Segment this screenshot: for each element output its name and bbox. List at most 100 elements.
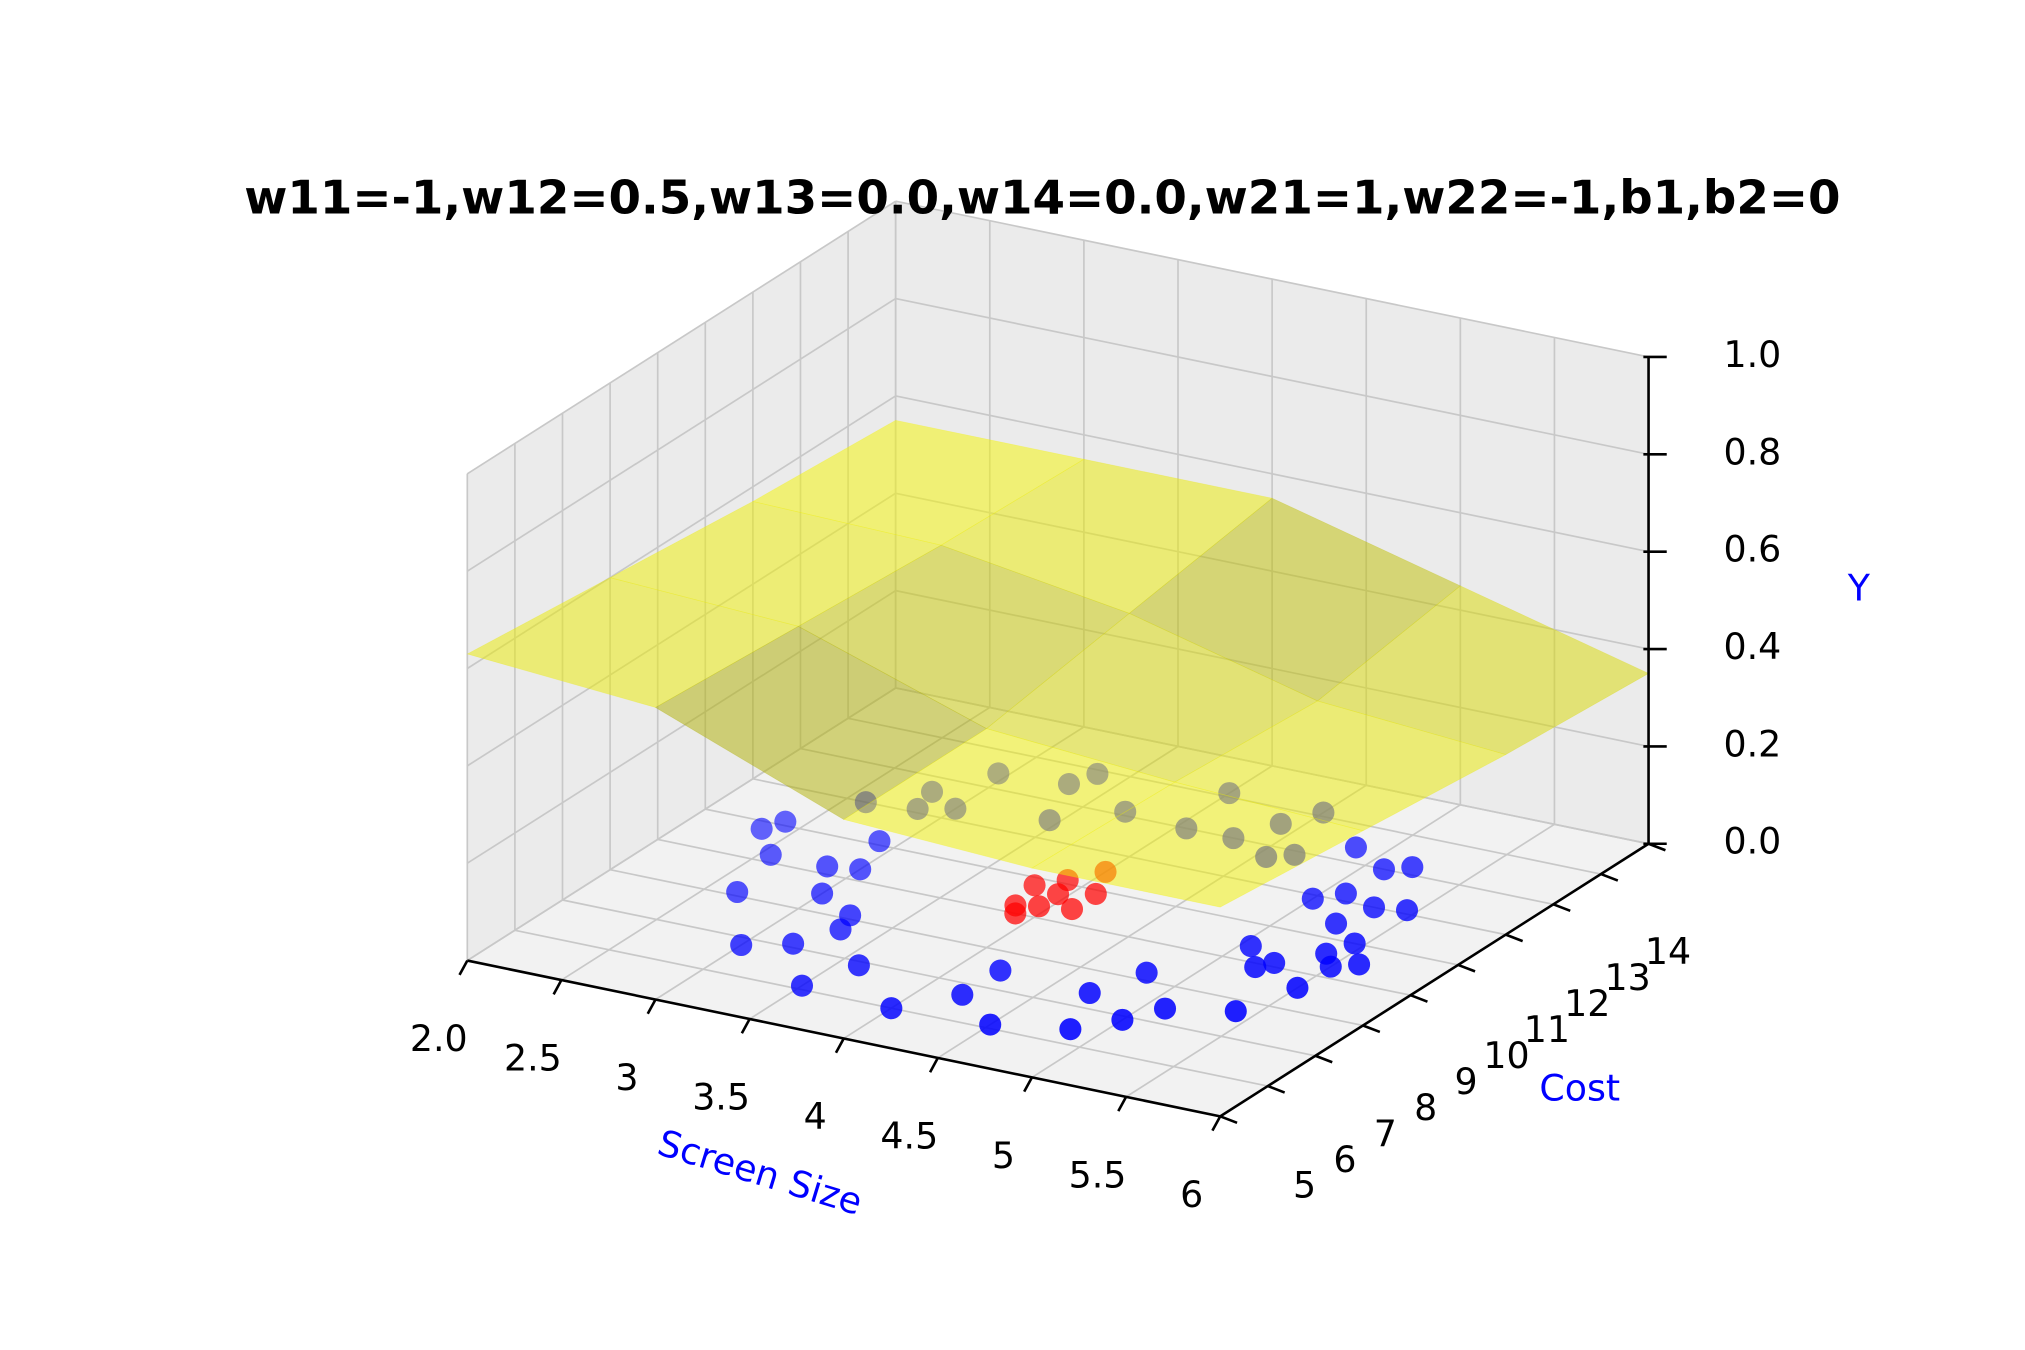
grid-line bbox=[895, 200, 1649, 358]
point bbox=[1263, 951, 1286, 974]
point bbox=[1362, 896, 1386, 919]
y-tick-label: 14 bbox=[1645, 930, 1691, 973]
point bbox=[1401, 856, 1424, 879]
grid-line bbox=[466, 297, 897, 572]
y-tick bbox=[1267, 1084, 1286, 1094]
y-tick-label: 12 bbox=[1564, 982, 1610, 1025]
point bbox=[1023, 874, 1046, 897]
y-tick-label: 8 bbox=[1414, 1086, 1437, 1129]
point bbox=[730, 933, 753, 957]
point bbox=[1224, 1000, 1247, 1023]
grid-line bbox=[466, 200, 897, 475]
y-tick bbox=[1600, 872, 1619, 882]
grid-line bbox=[705, 808, 1459, 966]
y-tick-label: 6 bbox=[1333, 1138, 1356, 1181]
grid-line bbox=[562, 899, 1316, 1057]
point bbox=[1084, 882, 1107, 905]
point bbox=[1325, 912, 1348, 935]
point bbox=[816, 855, 839, 878]
point bbox=[782, 932, 805, 955]
grid-line bbox=[1125, 823, 1555, 1098]
z-tick-label: 0.4 bbox=[1724, 625, 1782, 668]
y-tick bbox=[1410, 993, 1428, 1003]
x-tick-label: 2.0 bbox=[410, 1017, 468, 1060]
y-axis-label: Cost bbox=[1539, 1066, 1620, 1109]
point bbox=[880, 997, 903, 1020]
y-tick-label: 11 bbox=[1524, 1008, 1570, 1051]
grid-line bbox=[895, 395, 1649, 553]
point bbox=[1348, 953, 1371, 976]
z-tick-label: 0.0 bbox=[1724, 820, 1782, 863]
point bbox=[868, 830, 891, 853]
y-tick bbox=[1552, 903, 1571, 913]
x-tick-label: 2.5 bbox=[504, 1037, 562, 1080]
point bbox=[726, 880, 749, 904]
axes: 2.0 2.5 3 3.5 4 4.5 5 5.5 6 5678910111213140.00.2… bbox=[410, 333, 1781, 1216]
x-tick-label: 3.5 bbox=[692, 1075, 750, 1118]
point bbox=[811, 882, 834, 905]
point bbox=[750, 817, 773, 840]
point bbox=[1078, 981, 1101, 1005]
x-tick bbox=[1023, 1076, 1034, 1093]
point bbox=[951, 983, 974, 1006]
point bbox=[1372, 858, 1395, 881]
grid-line bbox=[657, 838, 1411, 997]
point bbox=[979, 1013, 1002, 1036]
point bbox=[774, 810, 797, 833]
x-tick-label: 4.5 bbox=[880, 1114, 938, 1157]
point bbox=[1004, 894, 1027, 917]
point bbox=[1059, 1018, 1082, 1041]
x-tick bbox=[1117, 1096, 1128, 1112]
y-tick bbox=[1219, 1115, 1238, 1125]
z-tick-label: 0.6 bbox=[1724, 528, 1782, 571]
y-tick-label: 13 bbox=[1605, 956, 1651, 999]
z-tick-label: 0.2 bbox=[1724, 722, 1782, 765]
x-tick-label: 5 bbox=[992, 1134, 1015, 1177]
x-tick bbox=[928, 1057, 940, 1073]
point bbox=[1111, 1008, 1134, 1031]
y-tick bbox=[1362, 1024, 1381, 1034]
surface-cell bbox=[1031, 781, 1364, 908]
z-tick-label: 1.0 bbox=[1724, 333, 1782, 376]
point bbox=[849, 858, 872, 881]
point bbox=[1135, 961, 1158, 984]
x-tick bbox=[552, 979, 563, 995]
point bbox=[790, 974, 814, 997]
x-tick bbox=[646, 998, 657, 1015]
point bbox=[759, 843, 782, 866]
point bbox=[839, 904, 862, 927]
x-tick-label: 4 bbox=[804, 1095, 827, 1138]
x-tick bbox=[834, 1037, 845, 1054]
point bbox=[1153, 997, 1177, 1020]
y-tick-label: 5 bbox=[1293, 1164, 1316, 1207]
x-tick-label: 5.5 bbox=[1069, 1153, 1127, 1196]
grid-line bbox=[895, 297, 1649, 456]
point bbox=[1344, 836, 1367, 859]
x-tick bbox=[740, 1018, 751, 1034]
y-tick bbox=[1314, 1054, 1333, 1064]
x-tick bbox=[1211, 1115, 1222, 1132]
point bbox=[1315, 942, 1338, 965]
y-tick-label: 10 bbox=[1483, 1034, 1529, 1077]
point bbox=[1334, 882, 1357, 905]
point bbox=[847, 954, 870, 977]
point bbox=[1244, 956, 1267, 979]
y-tick-label: 7 bbox=[1374, 1112, 1397, 1155]
y-tick bbox=[1457, 963, 1476, 973]
point bbox=[1060, 898, 1084, 921]
point bbox=[1343, 932, 1366, 955]
z-axis-label: Y bbox=[1847, 567, 1871, 610]
chart-title: w11=-1,w12=0.5,w13=0.0,w14=0.0,w21=1,w22… bbox=[244, 172, 1840, 226]
point bbox=[989, 959, 1012, 982]
x-tick-label: 6 bbox=[1180, 1173, 1203, 1216]
x-tick bbox=[458, 959, 469, 976]
y-axis-line bbox=[1219, 842, 1650, 1118]
x-tick-label: 3 bbox=[615, 1056, 638, 1099]
point bbox=[1395, 899, 1419, 922]
y-tick-label: 9 bbox=[1455, 1060, 1478, 1103]
y-tick bbox=[1505, 933, 1524, 943]
point bbox=[1301, 887, 1324, 910]
z-tick-label: 0.8 bbox=[1724, 430, 1782, 473]
